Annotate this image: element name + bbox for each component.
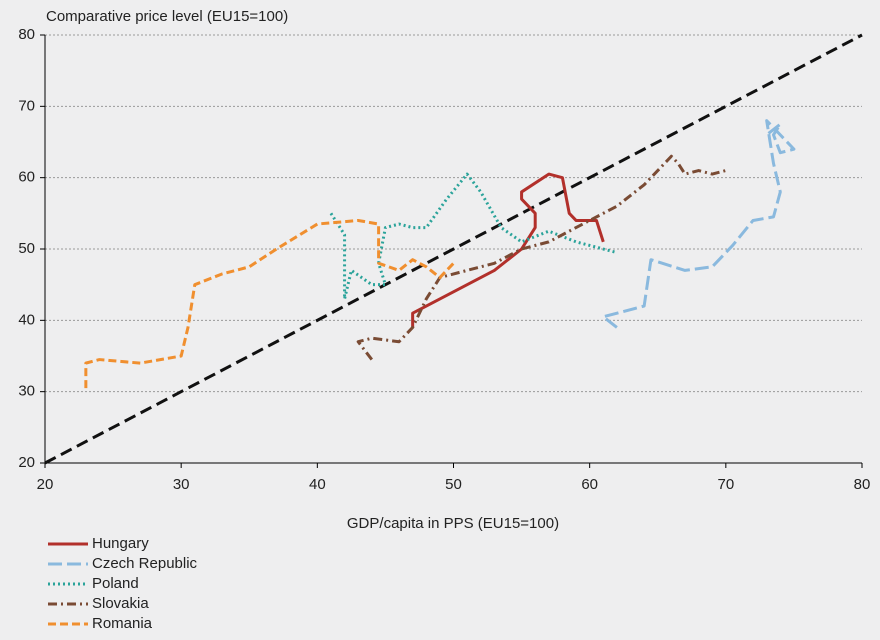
legend-label: Poland <box>92 575 139 592</box>
series-line <box>356 154 727 361</box>
y-tick-label: 60 <box>18 169 35 186</box>
series-line <box>84 218 455 389</box>
y-tick-label: 80 <box>18 26 35 43</box>
y-axis-title: Comparative price level (EU15=100) <box>46 8 288 25</box>
series-line <box>601 119 796 329</box>
y-tick-label: 20 <box>18 454 35 471</box>
x-tick-label: 50 <box>445 476 462 493</box>
x-tick-label: 70 <box>717 476 734 493</box>
y-tick-label: 70 <box>18 97 35 114</box>
y-tick-label: 50 <box>18 240 35 257</box>
y-tick-label: 40 <box>18 311 35 328</box>
x-tick-label: 40 <box>309 476 326 493</box>
x-tick-label: 60 <box>581 476 598 493</box>
reference-line <box>44 33 863 465</box>
x-tick-label: 80 <box>854 476 871 493</box>
legend-label: Romania <box>92 615 153 632</box>
x-axis-title: GDP/capita in PPS (EU15=100) <box>347 515 559 532</box>
legend-label: Slovakia <box>92 595 149 612</box>
x-tick-label: 30 <box>173 476 190 493</box>
x-tick-label: 20 <box>37 476 54 493</box>
y-tick-label: 30 <box>18 383 35 400</box>
legend-label: Hungary <box>92 535 149 552</box>
series-line <box>411 172 605 328</box>
legend-label: Czech Republic <box>92 555 198 572</box>
